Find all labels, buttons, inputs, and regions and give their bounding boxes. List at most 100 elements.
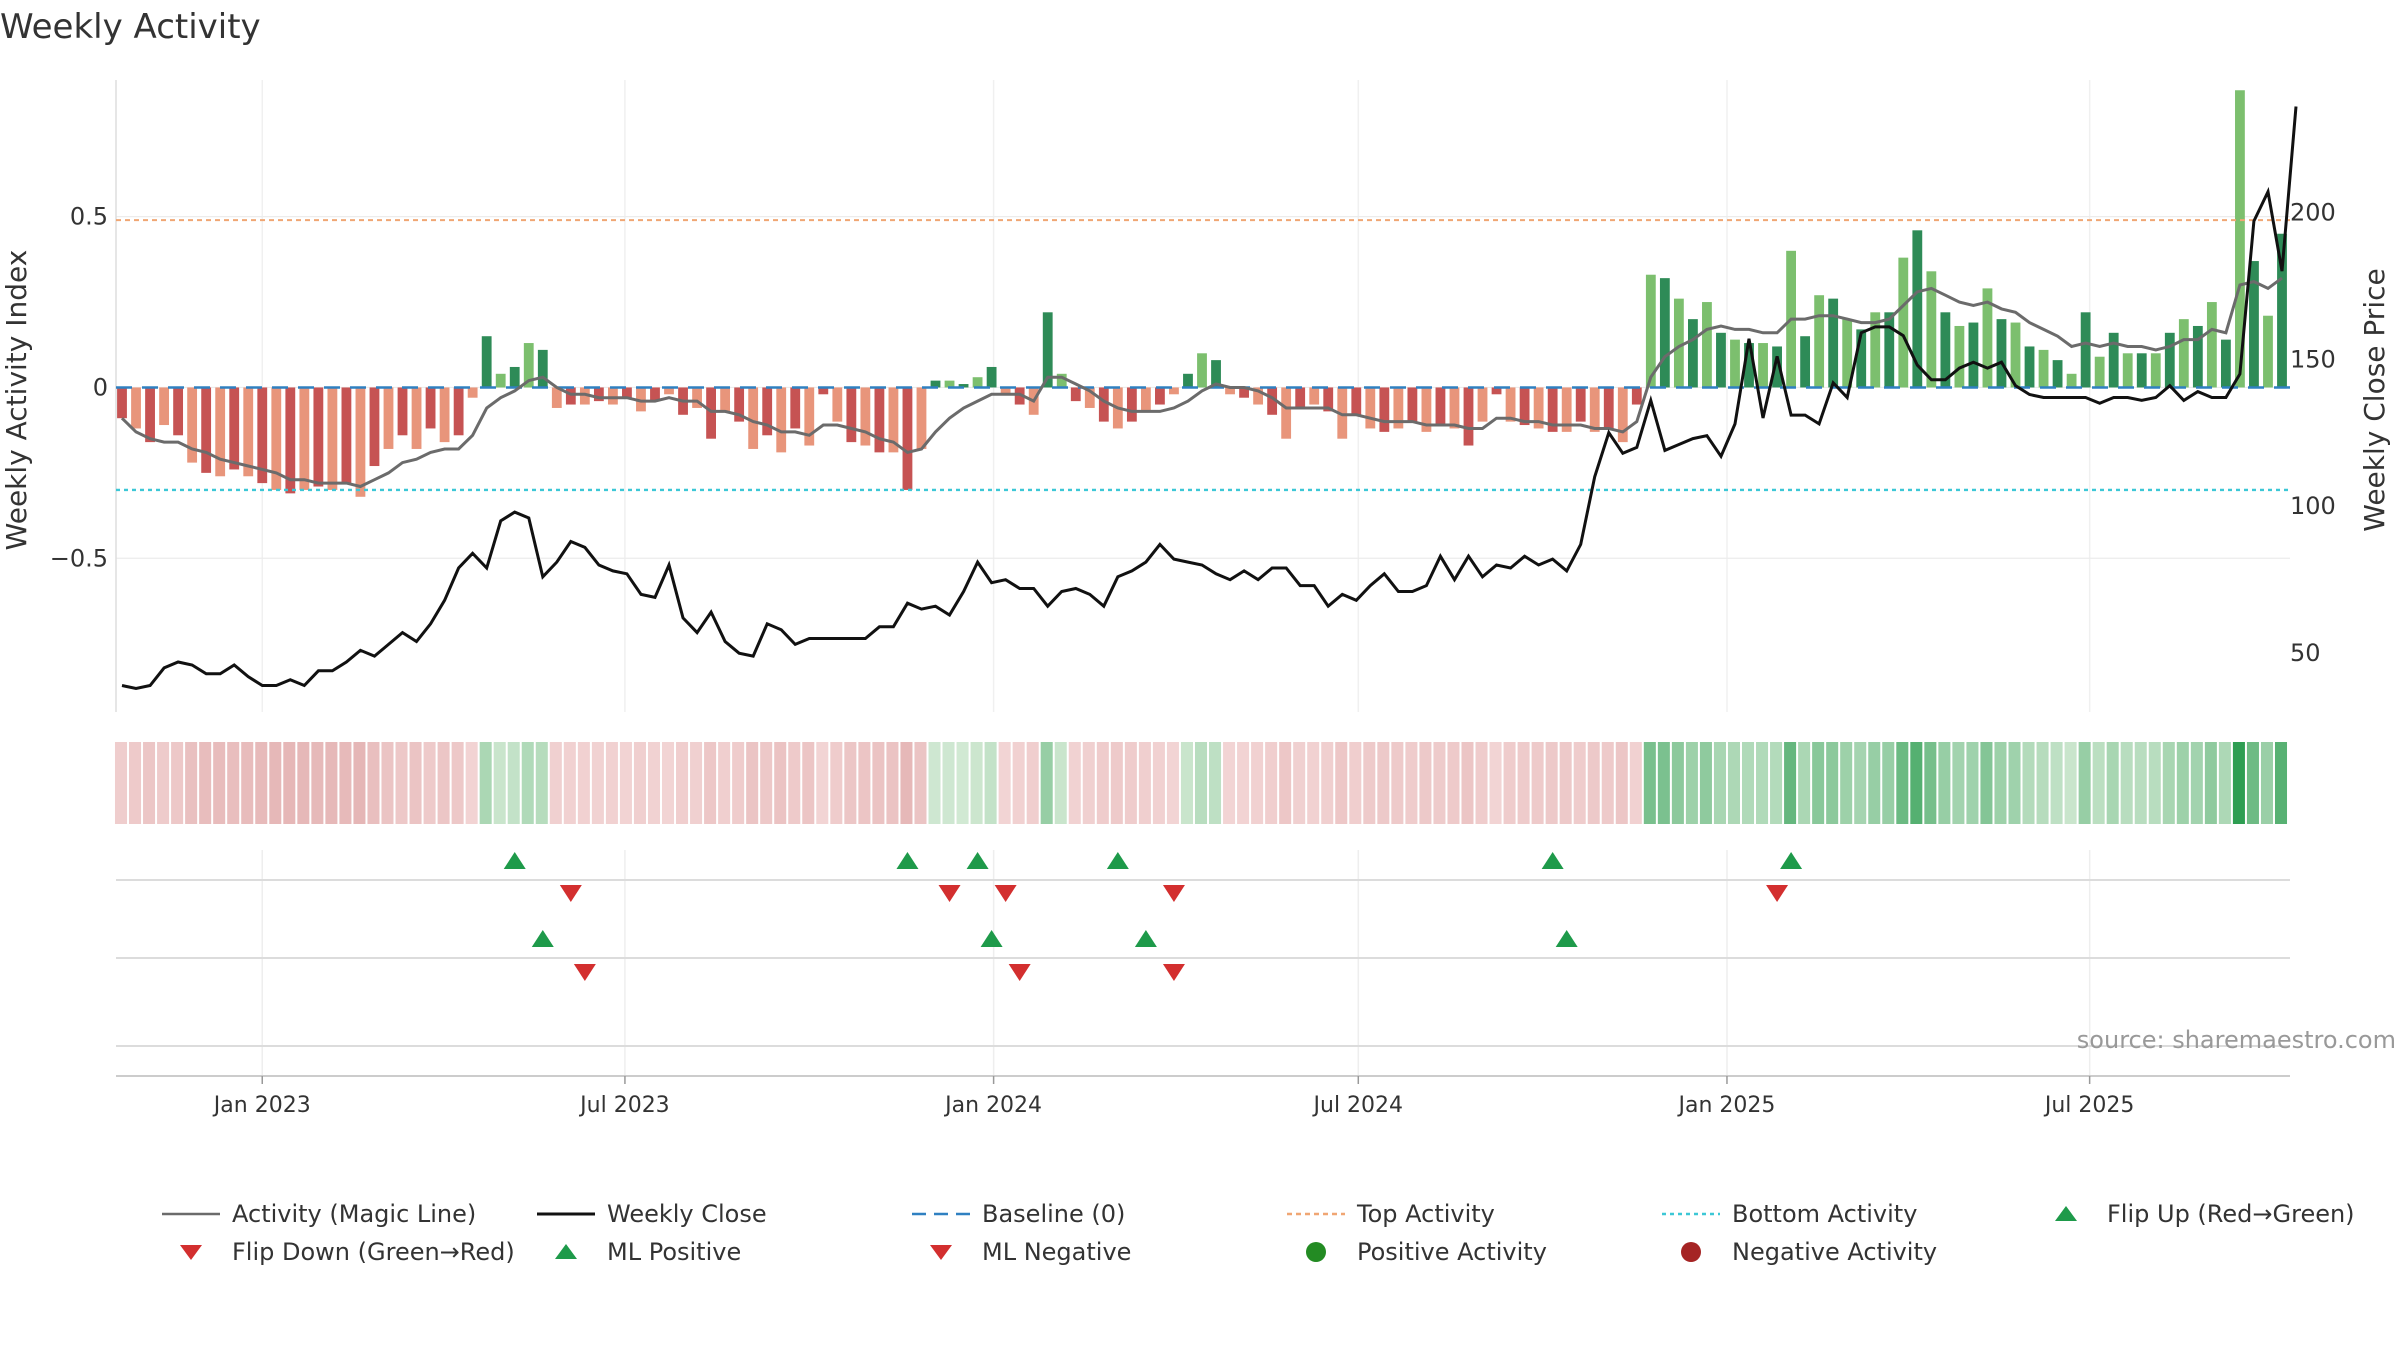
legend-label: Top Activity xyxy=(1357,1200,1495,1228)
activity-bar-negative xyxy=(1631,387,1642,405)
heat-cell-negative xyxy=(1012,742,1025,824)
activity-bar-negative xyxy=(1351,387,1362,415)
heat-cell-positive xyxy=(1924,742,1937,824)
heat-cell-negative xyxy=(1391,742,1404,824)
legend-glyph-mlneg xyxy=(930,1245,952,1260)
heat-cell-positive xyxy=(1854,742,1867,824)
activity-bar-negative xyxy=(159,387,169,426)
magic-line xyxy=(120,276,2283,489)
heat-cell-negative xyxy=(1629,742,1642,824)
legend-label: Bottom Activity xyxy=(1732,1200,1918,1228)
activity-bar-negative xyxy=(1519,387,1530,426)
heat-cell-positive xyxy=(1812,742,1825,824)
heat-cell-positive xyxy=(1994,742,2007,824)
heat-cell-negative xyxy=(213,742,226,824)
activity-bar-positive xyxy=(1856,329,1867,388)
heat-cell-negative xyxy=(774,742,787,824)
heat-cell-positive xyxy=(2050,742,2063,824)
activity-bar-negative xyxy=(1155,387,1165,405)
flip-down-marker xyxy=(559,885,582,902)
legend-label: Weekly Close xyxy=(607,1200,767,1228)
activity-bar-negative xyxy=(299,387,310,490)
activity-bar-positive xyxy=(2010,322,2021,388)
heat-cell-negative xyxy=(1461,742,1474,824)
heat-cell-negative xyxy=(1335,742,1348,824)
legend-triangle-down xyxy=(180,1245,202,1260)
heat-cell-negative xyxy=(465,742,478,824)
activity-bar-negative xyxy=(902,387,913,490)
heat-cell-negative xyxy=(718,742,731,824)
legend-label: Flip Down (Green→Red) xyxy=(232,1238,515,1266)
activity-bar-negative xyxy=(720,387,731,412)
activity-bar-negative xyxy=(650,387,660,402)
activity-bar-negative xyxy=(1140,387,1151,412)
activity-bar-negative xyxy=(131,387,141,429)
heat-cell-positive xyxy=(2148,742,2161,824)
heat-cell-positive xyxy=(1742,742,1755,824)
y-left-tick-label: 0.5 xyxy=(70,203,108,231)
heat-cell-positive xyxy=(493,742,506,824)
heat-cell-positive xyxy=(1966,742,1979,824)
x-tick-label: Jul 2024 xyxy=(1312,1093,1404,1118)
flip-up-marker xyxy=(896,852,919,869)
heat-cell-negative xyxy=(1152,742,1165,824)
heat-cell-negative xyxy=(1349,742,1362,824)
activity-bar-positive xyxy=(986,366,997,388)
legend-glyph-neg xyxy=(1681,1242,1701,1262)
heat-cell-positive xyxy=(1671,742,1684,824)
heat-cell-negative xyxy=(437,742,450,824)
y-left-tick-label: 0 xyxy=(93,373,108,401)
activity-bar-positive xyxy=(1800,336,1811,388)
activity-bar-positive xyxy=(930,380,941,388)
heat-cell-negative xyxy=(914,742,927,824)
legend-item-top: Top Activity xyxy=(1285,1200,1495,1228)
heat-cell-negative xyxy=(619,742,632,824)
heat-cell-positive xyxy=(2008,742,2021,824)
heat-cell-negative xyxy=(283,742,296,824)
heat-cell-negative xyxy=(157,742,170,824)
activity-bar-positive xyxy=(1183,373,1193,388)
heat-cell-negative xyxy=(844,742,857,824)
heat-cell-negative xyxy=(732,742,745,824)
activity-bar-positive xyxy=(1968,322,1979,388)
activity-bar-negative xyxy=(1253,387,1264,405)
flip-up-marker xyxy=(1780,852,1803,869)
activity-bar-negative xyxy=(1589,387,1600,432)
activity-bar-negative xyxy=(173,387,184,436)
activity-bar-positive xyxy=(2052,360,2063,388)
activity-bar-negative xyxy=(411,387,422,449)
heat-cell-positive xyxy=(928,742,941,824)
activity-bar-negative xyxy=(1463,387,1474,446)
heat-cell-negative xyxy=(591,742,604,824)
x-axis: Jan 2023 Jul 2023 Jan 2024 Jul 2024 Jan 2025… xyxy=(116,1075,2290,1118)
activity-bar-negative xyxy=(201,387,212,473)
activity-bar-negative xyxy=(1449,387,1460,429)
heat-cell-negative xyxy=(1082,742,1095,824)
activity-bar-positive xyxy=(1996,319,2007,388)
heat-cell-negative xyxy=(143,742,156,824)
ml-positive-marker xyxy=(1555,930,1578,947)
legend-triangle-up xyxy=(555,1244,577,1259)
activity-bar-negative xyxy=(467,387,478,398)
activity-bar-negative xyxy=(1169,387,1179,395)
heat-cell-positive xyxy=(1685,742,1698,824)
legend-dot xyxy=(1306,1242,1326,1262)
heat-cell-negative xyxy=(1475,742,1488,824)
activity-bar-negative xyxy=(846,387,857,443)
activity-bar-negative xyxy=(706,387,716,439)
activity-bar-positive xyxy=(2164,332,2175,388)
activity-bar-positive xyxy=(2080,312,2091,388)
weekly-close-line xyxy=(121,106,2298,691)
activity-bar-negative xyxy=(1505,387,1516,422)
heat-cell-positive xyxy=(2106,742,2119,824)
heat-cell-positive xyxy=(535,742,548,824)
flip-up-marker xyxy=(503,852,526,869)
heat-cell-positive xyxy=(956,742,969,824)
activity-bar-negative xyxy=(1323,387,1334,412)
activity-bar-positive xyxy=(1842,319,1853,388)
heat-cell-positive xyxy=(1180,742,1193,824)
activity-bar-positive xyxy=(1659,278,1670,388)
heat-cell-negative xyxy=(1293,742,1306,824)
activity-bar-negative xyxy=(145,387,155,443)
activity-bar-positive xyxy=(1730,339,1740,388)
